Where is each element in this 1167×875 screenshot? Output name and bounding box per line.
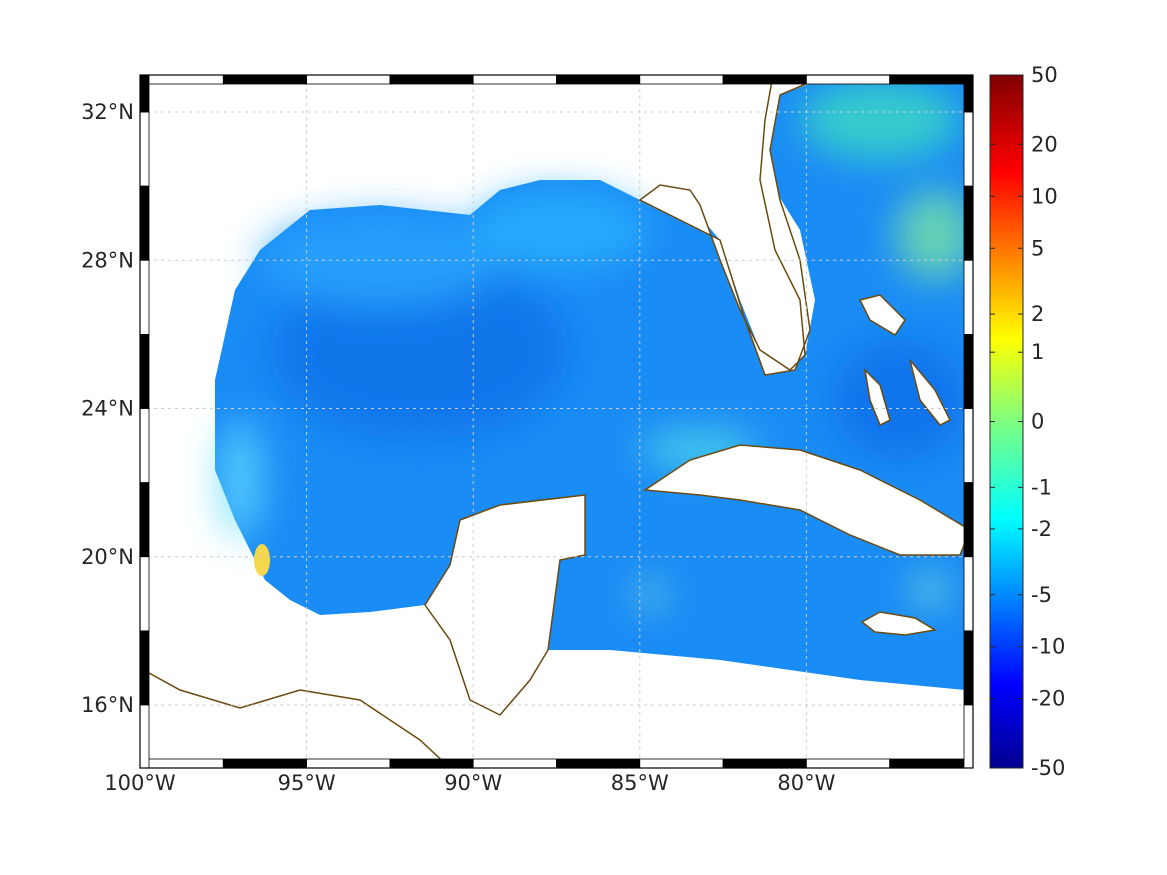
lon-label: 80°W: [777, 771, 835, 795]
longitude-labels: 100°W 95°W 90°W 85°W 80°W: [104, 771, 835, 795]
frame-segment-bottom: [222, 758, 308, 769]
colorbar-label: -2: [1031, 517, 1052, 541]
frame-segment-bottom: [389, 758, 474, 769]
frame-segment-left: [139, 334, 150, 409]
frame-segment-right: [963, 74, 974, 113]
lat-label: 32°N: [81, 100, 134, 124]
frame-segment-right: [963, 704, 974, 769]
frame-segment-bottom: [556, 758, 641, 769]
frame-segment-left: [139, 408, 150, 484]
lon-label: 90°W: [444, 771, 502, 795]
frame-segment-top: [722, 74, 807, 85]
frame-segment-top: [639, 74, 724, 85]
colorbar-label: 2: [1031, 302, 1044, 326]
frame-segment-left: [139, 630, 150, 706]
lat-label: 24°N: [81, 397, 134, 421]
lat-label: 16°N: [81, 693, 134, 717]
colorbar-label: -1: [1031, 475, 1052, 499]
colorbar-label: -50: [1031, 756, 1065, 780]
frame-segment-bottom: [139, 758, 224, 769]
colorbar-label: 10: [1031, 184, 1058, 208]
frame-segment-left: [139, 111, 150, 187]
colorbar-label: 5: [1031, 236, 1044, 260]
colorbar-label: -10: [1031, 635, 1065, 659]
frame-segment-top: [889, 74, 974, 85]
frame-segment-top: [556, 74, 641, 85]
frame-segment-right: [963, 185, 974, 261]
warm-spot: [254, 544, 270, 576]
lat-label: 20°N: [81, 545, 134, 569]
frame-segment-bottom: [722, 758, 807, 769]
frame-segment-right: [963, 111, 974, 187]
frame-segment-bottom: [806, 758, 891, 769]
frame-segment-right: [963, 630, 974, 706]
lon-label: 95°W: [278, 771, 336, 795]
frame-segment-top: [222, 74, 308, 85]
frame-segment-left: [139, 704, 150, 769]
coastlines: [140, 75, 971, 768]
frame-segment-bottom: [306, 758, 391, 769]
lon-label: 100°W: [104, 771, 176, 795]
frame-segment-left: [139, 259, 150, 335]
frame-segment-top: [806, 74, 891, 85]
frame-segment-top: [306, 74, 391, 85]
frame-segment-right: [963, 482, 974, 558]
frame-segment-right: [963, 259, 974, 335]
frame-segment-bottom: [639, 758, 724, 769]
latitude-labels: 32°N 28°N 24°N 20°N 16°N: [81, 100, 134, 717]
frame-segment-left: [139, 556, 150, 632]
colorbar-label: 20: [1031, 132, 1058, 156]
lat-label: 28°N: [81, 248, 134, 272]
frame-segment-left: [139, 185, 150, 261]
frame-segment-left: [139, 482, 150, 558]
map-frame: [139, 74, 974, 769]
sea-field: [215, 80, 973, 690]
frame-segment-left: [139, 74, 150, 113]
graticule: [140, 75, 973, 768]
frame-segment-top: [389, 74, 474, 85]
frame-segment-top: [139, 74, 224, 85]
lon-label: 85°W: [611, 771, 669, 795]
frame-border: [139, 74, 974, 769]
colorbar: [989, 74, 1024, 769]
frame-segment-right: [963, 334, 974, 409]
frame-segment-bottom: [889, 758, 974, 769]
colorbar-label: -20: [1031, 687, 1065, 711]
frame-segment-right: [963, 408, 974, 484]
colorbar-label: -5: [1031, 583, 1052, 607]
frame-segment-bottom: [472, 758, 557, 769]
colorbar-label: 1: [1031, 340, 1044, 364]
frame-segment-right: [963, 556, 974, 632]
colorbar-label: 50: [1031, 63, 1058, 87]
colorbar-label: 0: [1031, 410, 1044, 434]
frame-segment-top: [472, 74, 557, 85]
